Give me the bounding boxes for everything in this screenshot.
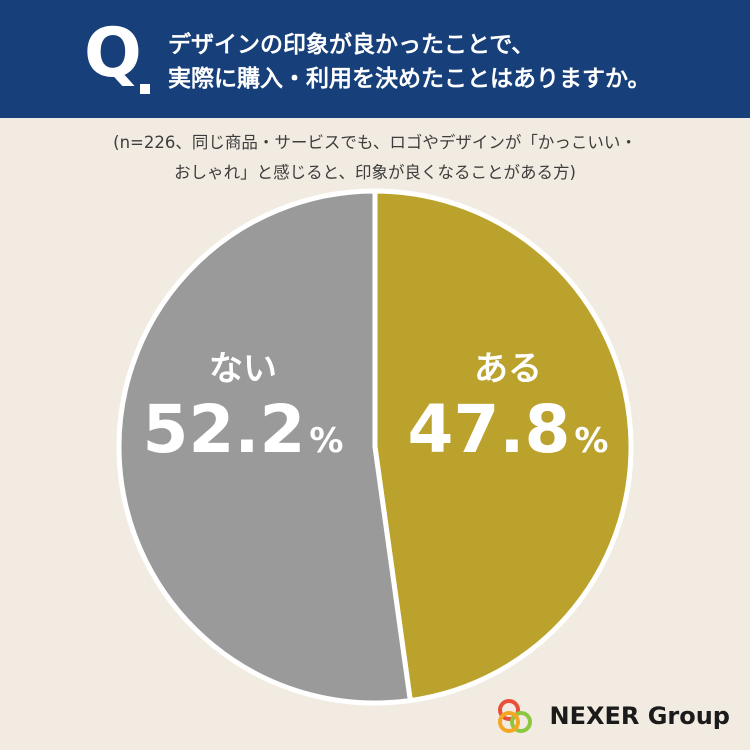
- rings-logo-icon: [498, 699, 533, 733]
- slice-label-0: ある: [474, 349, 542, 389]
- q-dot: [140, 84, 150, 94]
- sample-note-line-1: (n=226、同じ商品・サービスでも、ロゴやデザインが「かっこいい・: [113, 133, 637, 152]
- q-mark: Q: [84, 14, 142, 93]
- slice-value-0: 47.8%: [408, 391, 609, 468]
- question-line-1: デザインの印象が良かったことで、: [168, 32, 535, 58]
- question-line-2: 実際に購入・利用を決めたことはありますか。: [168, 66, 651, 92]
- company-logo: NEXER Group: [495, 696, 730, 736]
- pie-slice-1: [116, 188, 413, 706]
- pie-slice-0: [372, 188, 634, 704]
- slice-label-1: ない: [209, 349, 277, 389]
- header-banner: Q デザインの印象が良かったことで、 実際に購入・利用を決めたことはありますか。: [0, 0, 750, 118]
- logo-text: NEXER Group: [549, 702, 730, 730]
- question-text: デザインの印象が良かったことで、 実際に購入・利用を決めたことはありますか。: [168, 28, 728, 96]
- slice-value-1: 52.2%: [143, 391, 344, 468]
- sample-note: (n=226、同じ商品・サービスでも、ロゴやデザインが「かっこいい・ おしゃれ」…: [0, 128, 750, 188]
- sample-note-line-2: おしゃれ」と感じると、印象が良くなることがある方): [174, 163, 576, 182]
